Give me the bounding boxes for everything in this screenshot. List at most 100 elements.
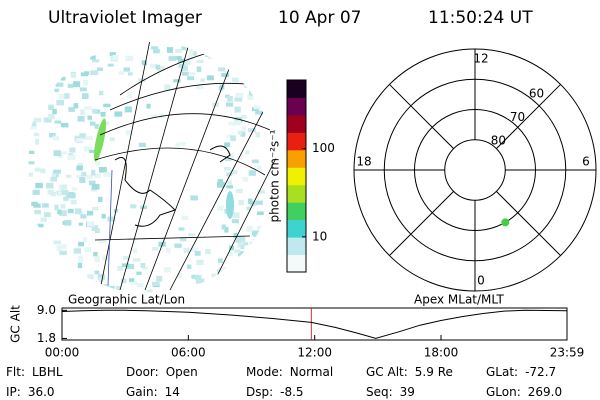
- info-value: -72.7: [525, 365, 556, 379]
- speckle: [29, 49, 34, 54]
- speckle: [44, 212, 51, 218]
- speckle: [239, 258, 245, 263]
- info-value: 39: [400, 385, 415, 399]
- speckle: [91, 281, 97, 285]
- speckle: [233, 232, 238, 239]
- speckle: [76, 174, 84, 179]
- speckle: [36, 96, 45, 100]
- speckle: [56, 245, 62, 252]
- speckle: [35, 257, 44, 263]
- speckle: [48, 113, 55, 120]
- speckle: [152, 114, 158, 118]
- speckle: [81, 93, 89, 99]
- y-axis-label: GC Alt: [9, 305, 23, 343]
- speckle: [156, 65, 165, 72]
- speckle: [42, 47, 50, 52]
- speckle: [57, 154, 63, 159]
- speckle: [136, 271, 142, 275]
- speckle: [34, 167, 41, 172]
- speckle: [238, 200, 245, 206]
- speckle: [138, 142, 146, 147]
- speckle: [224, 156, 232, 162]
- color-step: [287, 202, 306, 221]
- speckle: [244, 51, 252, 58]
- speckle: [199, 278, 205, 283]
- speckle: [237, 241, 244, 247]
- speckle: [130, 204, 137, 209]
- info-label: Flt:: [6, 365, 25, 379]
- tick-label: 100: [312, 141, 335, 155]
- speckle: [256, 165, 262, 171]
- y-tick-label: 1.8: [37, 331, 56, 345]
- speckle: [207, 55, 215, 59]
- speckle: [42, 203, 49, 208]
- speckle: [91, 183, 100, 190]
- speckle: [141, 60, 148, 66]
- speckle: [235, 239, 242, 243]
- speckle: [56, 284, 62, 289]
- mlt-label: 6: [582, 155, 590, 169]
- spoke: [496, 191, 561, 256]
- speckle: [71, 72, 77, 78]
- speckle: [235, 93, 244, 98]
- speckle: [57, 191, 62, 197]
- info-label: Seq:: [366, 385, 393, 399]
- speckle: [45, 182, 54, 189]
- speckle: [35, 182, 43, 189]
- speckle: [146, 289, 153, 293]
- info-field: GLon: 269.0: [486, 385, 562, 399]
- speckle: [79, 177, 86, 183]
- speckle: [190, 195, 198, 201]
- speckle: [181, 65, 188, 71]
- speckle: [63, 65, 69, 70]
- info-value: 269.0: [528, 385, 562, 399]
- speckle: [79, 133, 86, 139]
- speckle: [156, 275, 163, 282]
- speckle: [248, 170, 256, 176]
- speckle: [49, 64, 57, 69]
- speckle: [181, 46, 187, 51]
- speckle: [142, 267, 148, 271]
- speckle: [225, 56, 234, 63]
- speckle: [73, 103, 79, 109]
- speckle: [91, 169, 96, 176]
- speckle: [50, 176, 58, 182]
- speckle: [84, 146, 92, 152]
- speckle: [53, 150, 62, 157]
- speckle: [98, 239, 107, 244]
- speckle: [49, 132, 56, 138]
- info-table: Flt: LBHL Door: Open Mode: Normal GC Alt: 5.9 R…: [6, 365, 562, 399]
- speckle: [242, 126, 247, 132]
- speckle: [242, 273, 250, 278]
- speckle: [54, 88, 60, 93]
- speckle: [93, 251, 98, 257]
- speckle: [250, 276, 259, 281]
- speckle: [188, 233, 196, 237]
- info-label: IP:: [6, 385, 21, 399]
- info-value: 5.9 Re: [415, 365, 453, 379]
- lat-label: 80: [491, 134, 506, 148]
- speckle: [246, 267, 255, 273]
- speckle: [248, 198, 253, 204]
- speckle: [123, 256, 130, 260]
- speckle: [246, 206, 252, 211]
- speckle: [92, 108, 97, 114]
- speckle: [60, 122, 69, 128]
- speckle: [175, 142, 181, 148]
- mlt-label: 12: [473, 52, 488, 66]
- date: 10 Apr 07: [278, 8, 361, 28]
- speckle: [230, 57, 238, 62]
- info-label: GC Alt:: [366, 365, 408, 379]
- speckle: [78, 241, 85, 247]
- speckle: [28, 60, 36, 67]
- speckle: [127, 92, 132, 98]
- speckle: [39, 73, 47, 79]
- speckle: [150, 63, 158, 69]
- info-field: GLat: -72.7: [486, 365, 556, 379]
- speckle: [226, 55, 235, 59]
- speckle: [37, 50, 46, 55]
- speckle: [90, 121, 96, 126]
- speckle: [55, 262, 62, 266]
